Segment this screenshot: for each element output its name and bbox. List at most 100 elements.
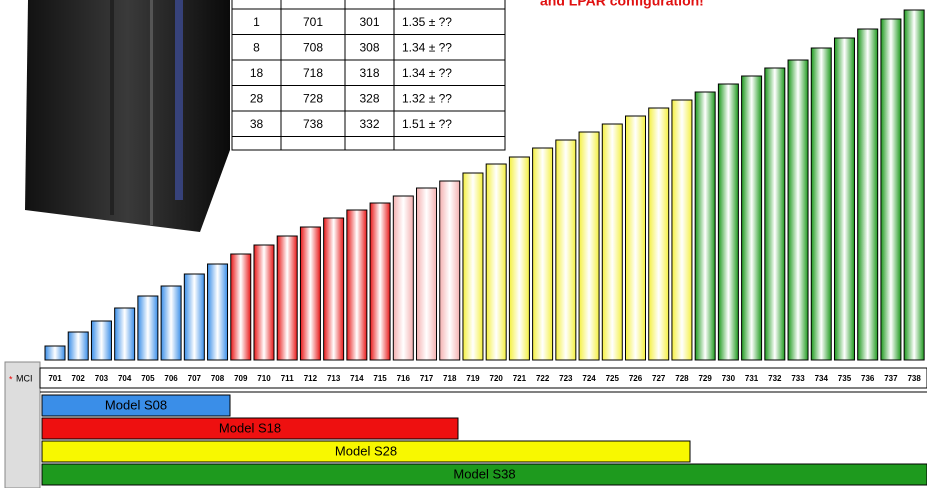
x-tick-label: 711 [281,374,294,383]
model-label: Model S08 [105,397,167,412]
x-tick-label: 722 [536,374,550,383]
bar [254,245,274,360]
bar [300,227,320,360]
table-cell: 1.35 ± ?? [402,15,452,29]
x-tick-label: 725 [606,374,620,383]
bar [231,254,251,360]
row-marker: * [9,374,13,384]
table-cell: 328 [359,91,379,105]
bar [463,173,483,360]
x-tick-label: 738 [907,374,921,383]
x-tick-label: 707 [188,374,202,383]
spec-table: 1 701 301 1.35 ± ?? 8 708 308 1.34 ± ?? 18 718 318… [232,0,505,150]
bar [858,29,878,360]
x-tick-label: 710 [257,374,271,383]
table-cell: 301 [359,15,379,29]
headline: and LPAR configuration! [540,0,704,9]
table-cell: 738 [303,117,323,131]
bar [45,346,65,360]
bar [695,92,715,360]
x-tick-label: 703 [95,374,109,383]
x-tick-label: 704 [118,374,132,383]
bar [904,10,924,360]
x-tick-label: 709 [234,374,248,383]
x-tick-label: 702 [72,374,86,383]
x-tick-label: 737 [884,374,898,383]
table-cell: 308 [359,40,379,54]
bar [370,203,390,360]
bar [393,196,413,360]
bar [417,188,437,360]
slide: and LPAR configuration! 1 701 301 1.35 ± ??… [0,0,927,488]
bar [138,296,158,360]
table-cell: 318 [359,66,379,80]
x-tick-label: 727 [652,374,666,383]
row-label: MCI [16,373,33,383]
bar [649,108,669,360]
table-cell: 18 [250,66,264,80]
table-cell: 1 [253,15,260,29]
x-tick-label: 701 [48,374,62,383]
x-tick-label: 721 [513,374,527,383]
model-label: Model S38 [453,466,515,481]
table-cell: 8 [253,40,260,54]
x-tick-label: 734 [815,374,829,383]
bar [788,60,808,360]
table-cell: 708 [303,40,323,54]
x-tick-label: 730 [722,374,736,383]
table-cell: 1.34 ± ?? [402,40,452,54]
table-cell: 332 [359,117,379,131]
x-tick-label: 728 [675,374,689,383]
x-tick-label: 731 [745,374,759,383]
bar [742,76,762,360]
x-tick-label: 735 [838,374,852,383]
x-tick-label: 723 [559,374,573,383]
x-tick-label: 720 [490,374,504,383]
table-cell: 1.51 ± ?? [402,117,452,131]
x-tick-label: 715 [373,374,387,383]
bar [579,132,599,360]
bar [161,286,181,360]
x-tick-label: 712 [304,374,318,383]
table-cell: 1.34 ± ?? [402,66,452,80]
x-tick-label: 736 [861,374,875,383]
bar [626,116,646,360]
bar [184,274,204,360]
server-image [25,0,230,232]
bar [277,236,297,360]
chart: and LPAR configuration! 1 701 301 1.35 ± ??… [0,0,927,488]
table-cell: 701 [303,15,323,29]
bar [91,321,111,360]
bar [602,124,622,360]
bar [486,164,506,360]
x-tick-label: 716 [397,374,411,383]
x-tick-label: 724 [582,374,596,383]
bar [347,210,367,360]
x-tick-label: 719 [466,374,480,383]
x-tick-label: 729 [698,374,712,383]
bar [765,68,785,360]
bar [718,84,738,360]
x-tick-label: 714 [350,374,364,383]
x-tick-label: 708 [211,374,225,383]
bar [672,100,692,360]
bar [533,148,553,360]
bar [115,308,135,360]
bar [881,19,901,360]
table-cell: 38 [250,117,264,131]
model-label: Model S28 [335,443,397,458]
x-tick-label: 733 [791,374,805,383]
table-cell: 28 [250,91,264,105]
table-cell: 718 [303,66,323,80]
bar [509,157,529,360]
bar [556,140,576,360]
x-tick-label: 732 [768,374,782,383]
table-cell: 1.32 ± ?? [402,91,452,105]
table-cell: 728 [303,91,323,105]
x-tick-label: 718 [443,374,457,383]
x-tick-label: 705 [141,374,155,383]
bar [440,181,460,360]
model-label: Model S18 [219,420,281,435]
bar [811,48,831,360]
x-tick-label: 726 [629,374,643,383]
